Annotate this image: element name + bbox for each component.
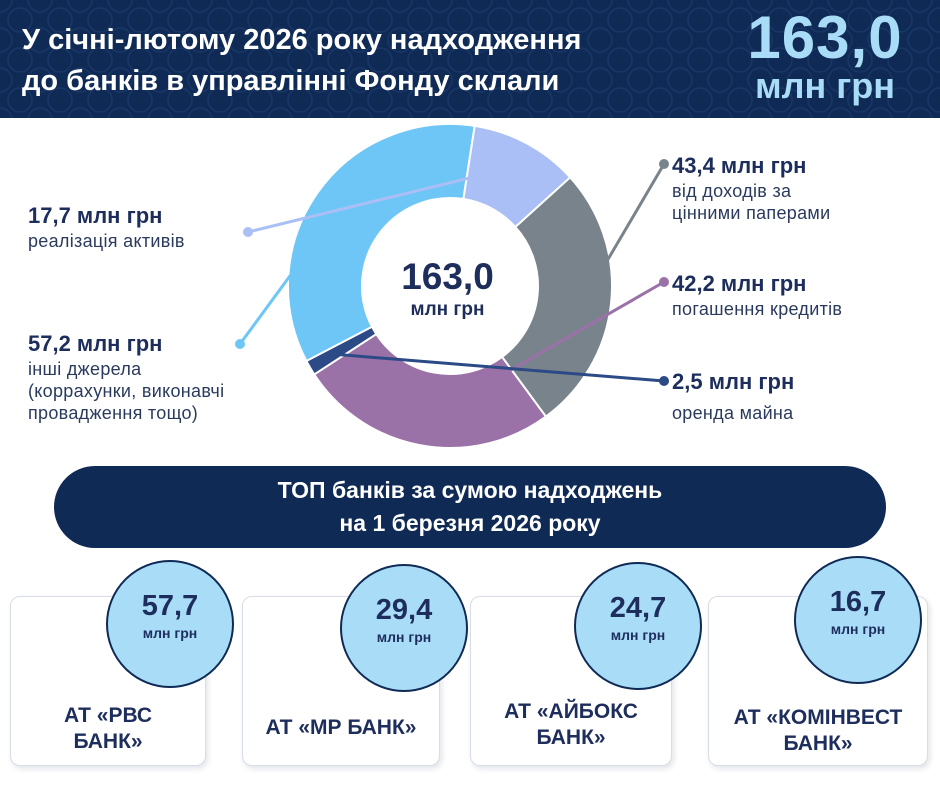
- leader-dot-1: [659, 159, 669, 169]
- callout-other-value: 57,2 млн грн: [28, 331, 163, 356]
- bank-4-unit: млн грн: [830, 621, 886, 637]
- leader-dot-5: [243, 227, 253, 237]
- leader-dot-2: [659, 277, 669, 287]
- callout-loans: 42,2 млн грн погашення кредитів: [672, 270, 932, 320]
- leader-line-2: [425, 280, 665, 421]
- bank-1-unit: млн грн: [142, 625, 198, 641]
- donut-slice-1: [500, 175, 613, 418]
- bank-3-unit: млн грн: [610, 627, 666, 643]
- callout-securities: 43,4 млн грн від доходів за цінними папе…: [672, 152, 922, 224]
- callout-securities-desc-1: від доходів за: [672, 181, 792, 201]
- bank-2-unit: млн грн: [376, 629, 432, 645]
- callout-other: 57,2 млн грн інші джерела (корраxунки, в…: [28, 330, 298, 424]
- top-banks-banner: ТОП банків за сумою надходжень на 1 бере…: [54, 466, 886, 548]
- callout-assets: 17,7 млн грн реалізація активів: [28, 202, 185, 252]
- bank-3-amount: 24,7: [609, 592, 667, 624]
- bank-1-name-line-1: АТ «РВС: [64, 704, 152, 727]
- callout-other-desc-3: провадження тощо): [28, 403, 199, 423]
- bank-1-amount-bubble: 57,7 млн грн: [106, 560, 234, 688]
- donut-chart: [235, 123, 669, 449]
- callout-assets-desc: реалізація активів: [28, 231, 185, 251]
- header-total-value: 163,0: [747, 4, 903, 71]
- page-title: У січні-лютому 2026 року надходження до …: [22, 20, 712, 102]
- callout-loans-value: 42,2 млн грн: [672, 271, 807, 296]
- callout-assets-value: 17,7 млн грн: [28, 203, 163, 228]
- leader-line-5: [247, 165, 515, 234]
- donut-slice-5: [462, 124, 572, 229]
- bank-4-name-line-2: БАНК»: [783, 732, 853, 755]
- callout-rent: 2,5 млн грн оренда майна: [672, 368, 922, 424]
- leader-line-4: [238, 206, 342, 345]
- bank-3-name-line-1: АТ «АЙБОКС: [504, 700, 638, 723]
- banner-line-1: ТОП банків за сумою надходжень: [277, 477, 663, 503]
- bank-1-amount: 57,7: [141, 590, 199, 622]
- bank-2-amount-bubble: 29,4 млн грн: [340, 564, 468, 692]
- bank-1-name-line-2: БАНК»: [73, 730, 143, 753]
- callout-loans-desc: погашення кредитів: [672, 299, 843, 319]
- callout-securities-value: 43,4 млн грн: [672, 153, 807, 178]
- callout-rent-value: 2,5 млн грн: [672, 369, 795, 394]
- title-line-1: У січні-лютому 2026 року надходження: [22, 24, 582, 56]
- title-line-2: до банків в управлінні Фонду склали: [22, 65, 560, 97]
- bank-2-amount: 29,4: [375, 594, 433, 626]
- donut-center-label: 163,0 млн грн: [360, 256, 535, 322]
- callout-securities-desc-2: цінними паперами: [672, 203, 831, 223]
- bank-4-amount-bubble: 16,7 млн грн: [794, 556, 922, 684]
- bank-card-3-name: АТ «АЙБОКС БАНК»: [471, 699, 671, 751]
- callout-rent-desc: оренда майна: [672, 403, 794, 423]
- donut-center-unit: млн грн: [410, 299, 485, 320]
- donut-center-value: 163,0: [401, 256, 494, 297]
- bank-3-amount-bubble: 24,7 млн грн: [574, 562, 702, 690]
- bank-card-2-name: АТ «МР БАНК»: [243, 715, 439, 741]
- donut-chart-area: 163,0 млн грн 17,7 млн грн реалізація ак…: [0, 118, 940, 468]
- donut-slice-2: [312, 332, 548, 449]
- bank-2-name-line-1: АТ «МР БАНК»: [265, 716, 417, 739]
- bank-4-name-line-1: АТ «КОМІНВЕСТ: [733, 706, 903, 729]
- header-total-unit: млн грн: [755, 65, 895, 106]
- bank-card-1-name: АТ «РВС БАНК»: [11, 703, 205, 755]
- bank-3-name-line-2: БАНК»: [536, 726, 606, 749]
- banner-line-2: на 1 березня 2026 року: [339, 510, 601, 536]
- leader-dot-4: [235, 339, 245, 349]
- leader-dot-3: [659, 376, 669, 386]
- header-bar: У січні-лютому 2026 року надходження до …: [0, 0, 940, 118]
- bank-card-4-name: АТ «КОМІНВЕСТ БАНК»: [709, 705, 927, 757]
- callout-other-desc-2: (корраxунки, виконавчі: [28, 381, 225, 401]
- header-total: 163,0 млн грн: [710, 6, 940, 104]
- callout-other-desc-1: інші джерела: [28, 359, 142, 379]
- donut-slice-4: [287, 123, 476, 363]
- leader-line-3: [333, 352, 665, 383]
- leader-line-1: [583, 163, 666, 301]
- bank-4-amount: 16,7: [829, 586, 887, 618]
- header-pattern: [0, 0, 940, 118]
